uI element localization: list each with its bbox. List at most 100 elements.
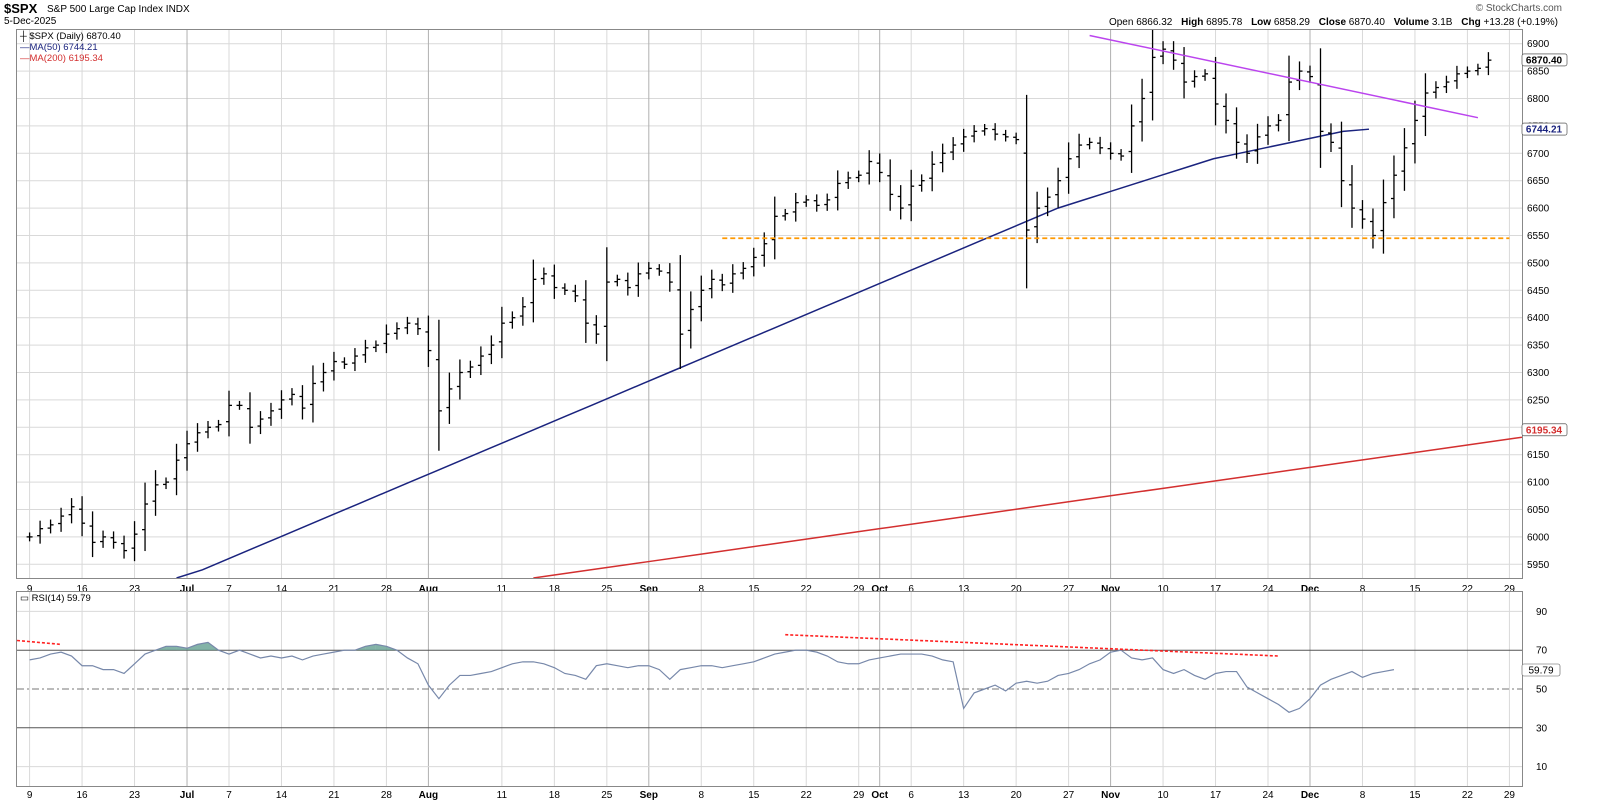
rsi-chart[interactable] — [17, 592, 1522, 786]
price-y-tick-label: 6400 — [1527, 313, 1550, 324]
rsi-x-tick-label: 22 — [801, 790, 813, 800]
ohlc-bar — [1223, 93, 1230, 134]
ohlc-bar — [698, 275, 705, 322]
ohlc-bar — [782, 208, 789, 221]
ohlc-bar — [278, 390, 285, 419]
index-fullname: S&P 500 Large Cap Index — [47, 4, 164, 15]
ohlc-bar — [257, 411, 264, 435]
rsi-x-tick-label: 28 — [381, 790, 393, 800]
ohlc-bar — [572, 284, 579, 303]
ohlc-bar — [677, 255, 684, 369]
low-value: 6858.29 — [1273, 17, 1310, 28]
ohlc-bar — [1306, 65, 1313, 83]
ohlc-bar — [1055, 167, 1062, 208]
ohlc-bar — [89, 511, 96, 558]
ohlc-bar — [530, 259, 537, 323]
price-y-tick-label: 5950 — [1527, 560, 1550, 571]
ohlc-bar — [1443, 75, 1450, 94]
rsi-panel[interactable]: ▭ RSI(14) 59.79 — [16, 591, 1523, 787]
rsi-x-tick-label: 21 — [328, 790, 340, 800]
ohlc-bar — [656, 264, 663, 276]
ohlc-bar — [1065, 142, 1072, 194]
ohlc-bar — [824, 193, 831, 211]
ohlc-bar — [1044, 187, 1051, 217]
ma200-legend-text: MA(200) 6195.34 — [29, 53, 103, 64]
price-panel[interactable]: ┼ $SPX (Daily) 6870.40 —MA(50) 6744.21 —… — [16, 29, 1523, 579]
ohlc-bar — [1296, 61, 1303, 91]
price-y-tick-label: 6100 — [1527, 478, 1550, 489]
rsi-x-tick-label: 16 — [77, 790, 89, 800]
resistance-trendline — [1089, 34, 1479, 119]
rsi-x-tick-label: 29 — [853, 790, 865, 800]
ohlc-bar — [288, 388, 295, 406]
ohlc-bar — [1265, 116, 1272, 145]
ohlc-bar — [37, 520, 44, 544]
ohlc-bar — [929, 151, 936, 192]
rsi-x-tick-label: 15 — [1409, 790, 1421, 800]
rsi-x-tick-label: 7 — [226, 790, 232, 800]
ma50-line — [176, 128, 1370, 578]
ohlc-bar — [121, 535, 128, 559]
price-y-tick-label: 6750 — [1527, 121, 1550, 132]
ohlc-bar — [1118, 149, 1125, 161]
rsi-legend-text: RSI(14) 59.79 — [31, 593, 91, 604]
rsi-x-tick-label: 27 — [1063, 790, 1075, 800]
close-value-tag-text: 6870.40 — [1526, 55, 1563, 66]
ohlc-bar — [635, 262, 642, 297]
price-y-tick-label: 6250 — [1527, 395, 1550, 406]
ohlc-bar — [519, 297, 526, 326]
ohlc-bar — [309, 365, 316, 423]
ohlc-bar — [1149, 30, 1156, 121]
price-chart[interactable] — [17, 30, 1522, 578]
rsi-x-tick-label: 20 — [1011, 790, 1023, 800]
ohlc-bar — [1191, 70, 1198, 88]
ma200-line — [533, 436, 1522, 578]
ohlc-bar — [1390, 155, 1397, 219]
ohlc-bar — [1422, 73, 1429, 137]
high-label: High — [1181, 17, 1204, 28]
rsi-value-tag-text: 59.79 — [1528, 666, 1553, 677]
ohlc-bar — [561, 283, 568, 295]
price-y-tick-label: 6450 — [1527, 286, 1550, 297]
ohlc-bar — [1139, 78, 1146, 142]
ma200-legend-row: —MA(200) 6195.34 — [20, 53, 121, 64]
rsi-y-tick-label: 50 — [1536, 685, 1548, 696]
price-y-tick-label: 6300 — [1527, 368, 1550, 379]
copyright-label: © StockCharts.com — [1475, 3, 1562, 14]
rsi-y-tick-label: 70 — [1536, 646, 1548, 657]
ohlc-bar — [792, 192, 799, 222]
ohlc-bar — [845, 171, 852, 189]
ma200-legend-icon: — — [20, 53, 30, 64]
ohlc-bar — [1485, 52, 1492, 76]
rsi-y-tick-label: 90 — [1536, 607, 1548, 618]
ohlc-bar — [540, 267, 547, 285]
ohlc-bar — [624, 272, 631, 296]
ma200-value-tag-box — [1521, 423, 1568, 437]
ohlc-bar — [226, 390, 233, 437]
rsi-value-tag-box — [1521, 663, 1561, 677]
rsi-x-tick-label: Oct — [871, 790, 888, 800]
ohlc-bar — [1097, 136, 1104, 155]
ohlc-bar — [1411, 100, 1418, 164]
ohlc-bar — [330, 351, 337, 381]
price-y-tick-label: 6900 — [1527, 39, 1550, 50]
ohlc-bar — [708, 269, 715, 299]
ma50-legend-icon: — — [20, 42, 30, 53]
ohlc-bar — [446, 372, 453, 424]
rsi-x-tick-label: 10 — [1158, 790, 1170, 800]
ohlc-bar — [477, 346, 484, 376]
ohlc-bar — [131, 521, 138, 562]
ohlc-bar — [236, 400, 243, 410]
ohlc-bar — [1453, 65, 1460, 89]
ohlc-bar — [687, 291, 694, 349]
ohlc-bar — [981, 124, 988, 136]
ohlc-bar — [47, 519, 54, 534]
ohlc-legend-icon: ┼ — [20, 31, 27, 42]
price-y-tick-label: 6050 — [1527, 505, 1550, 516]
ohlc-bar — [1369, 208, 1376, 249]
ohlc-bar — [960, 128, 967, 152]
ohlc-bar — [362, 339, 369, 363]
ohlc-bar — [1128, 104, 1135, 173]
ohlc-bar — [582, 280, 589, 343]
ma50-value-tag-text: 6744.21 — [1526, 125, 1563, 136]
